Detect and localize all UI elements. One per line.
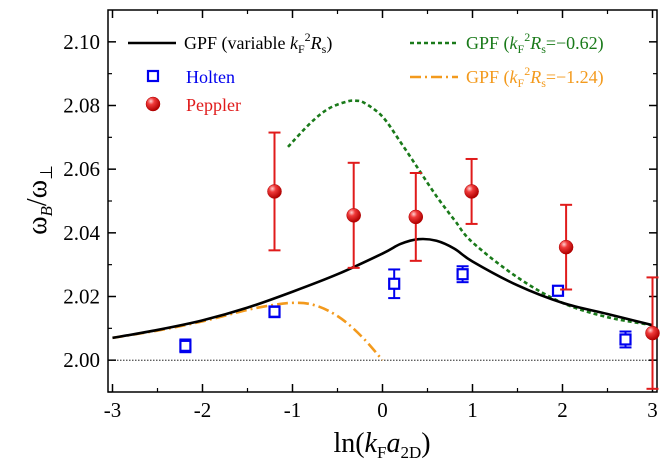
axis-ticks	[108, 10, 657, 393]
legend-peppler-marker	[145, 96, 161, 112]
y-tick-label: 2.06	[63, 157, 100, 181]
peppler-point	[464, 184, 479, 199]
peppler-point	[346, 208, 361, 223]
peppler-point	[558, 239, 574, 255]
y-tick-label: 2.10	[63, 30, 100, 54]
holten-point	[179, 339, 192, 352]
y-tick-label: 2.00	[63, 348, 100, 372]
y-axis-title: ωB/ω⊥	[22, 165, 56, 235]
x-tick-label: 1	[467, 398, 478, 422]
x-tick-label: -2	[194, 398, 212, 422]
x-tick-label: 2	[557, 398, 568, 422]
tick-labels: -3 -2 -1 0 1 2 3 2.00 2.02 2.04 2.06 2.08 2.10	[63, 30, 658, 422]
legend-holten-marker	[146, 69, 160, 83]
peppler-point	[408, 209, 424, 225]
legend-peppler-label: Peppler	[186, 95, 241, 115]
x-tick-label: -3	[104, 398, 122, 422]
curve-gpf_var	[112, 237, 653, 340]
y-tick-label: 2.02	[63, 285, 100, 309]
peppler-point	[267, 184, 282, 199]
legend-gpf-variable-label: GPF (variable kF2Rs)	[184, 30, 332, 56]
holten-point	[388, 277, 401, 290]
model-curves	[112, 99, 653, 362]
peppler-point	[645, 325, 660, 341]
legend-gpf-124-label: GPF (kF2Rs=−1.24)	[466, 64, 604, 90]
holten-point	[619, 333, 632, 346]
holten-point	[268, 305, 281, 318]
holten-point	[456, 268, 469, 281]
curve-gpf_062	[287, 99, 653, 327]
y-tick-label: 2.04	[63, 221, 100, 245]
x-tick-label: 3	[647, 398, 658, 422]
holten-point	[551, 284, 565, 297]
y-tick-label: 2.08	[63, 94, 100, 118]
x-tick-label: 0	[377, 398, 388, 422]
x-tick-label: -1	[284, 398, 302, 422]
legend-holten-label: Holten	[186, 67, 235, 87]
peppler-series	[267, 131, 660, 390]
legend: GPF (variable kF2Rs) GPF (kF2Rs=−0.62) H…	[128, 30, 604, 115]
x-axis-title: ln(kFa2D)	[333, 428, 430, 462]
legend-gpf-062-label: GPF (kF2Rs=−0.62)	[466, 30, 604, 56]
holten-series	[179, 265, 632, 354]
